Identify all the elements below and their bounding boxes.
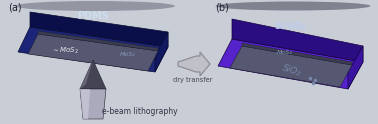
Text: Si/SiO₂: Si/SiO₂ (274, 21, 306, 31)
Text: SiO₂: SiO₂ (282, 64, 302, 78)
Ellipse shape (15, 1, 175, 11)
Polygon shape (218, 39, 363, 89)
Text: (b): (b) (215, 3, 229, 13)
Polygon shape (178, 52, 210, 76)
Polygon shape (230, 46, 352, 87)
Text: MoS₂: MoS₂ (120, 52, 136, 58)
Polygon shape (38, 31, 158, 51)
Polygon shape (155, 32, 168, 72)
Text: $\sim$MoS$_2$: $\sim$MoS$_2$ (51, 46, 79, 56)
Text: (a): (a) (8, 3, 22, 13)
Polygon shape (28, 34, 158, 71)
Polygon shape (80, 89, 106, 119)
Text: e-beam lithography: e-beam lithography (102, 108, 178, 117)
Text: dry transfer: dry transfer (173, 77, 213, 83)
Polygon shape (80, 60, 93, 89)
Text: MoS₂: MoS₂ (277, 49, 293, 55)
Text: PDMS: PDMS (77, 11, 109, 21)
Polygon shape (242, 43, 352, 65)
Ellipse shape (215, 1, 370, 11)
Polygon shape (18, 27, 168, 72)
Polygon shape (232, 19, 363, 62)
Polygon shape (80, 89, 90, 119)
Polygon shape (348, 46, 363, 89)
Polygon shape (30, 12, 168, 47)
Polygon shape (80, 60, 106, 89)
